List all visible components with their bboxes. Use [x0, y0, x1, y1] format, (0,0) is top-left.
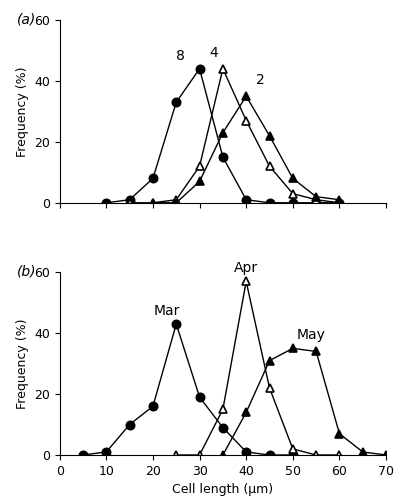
Y-axis label: Frequency (%): Frequency (%): [16, 66, 29, 156]
X-axis label: Cell length (μm): Cell length (μm): [172, 484, 273, 496]
Text: 2: 2: [256, 73, 265, 87]
Text: Apr: Apr: [234, 262, 258, 276]
Text: May: May: [297, 328, 326, 342]
Text: 4: 4: [209, 46, 218, 60]
Text: (a): (a): [17, 12, 37, 26]
Y-axis label: Frequency (%): Frequency (%): [16, 318, 29, 409]
Text: Mar: Mar: [154, 304, 180, 318]
Text: 8: 8: [176, 48, 185, 62]
Text: (b): (b): [17, 265, 37, 279]
